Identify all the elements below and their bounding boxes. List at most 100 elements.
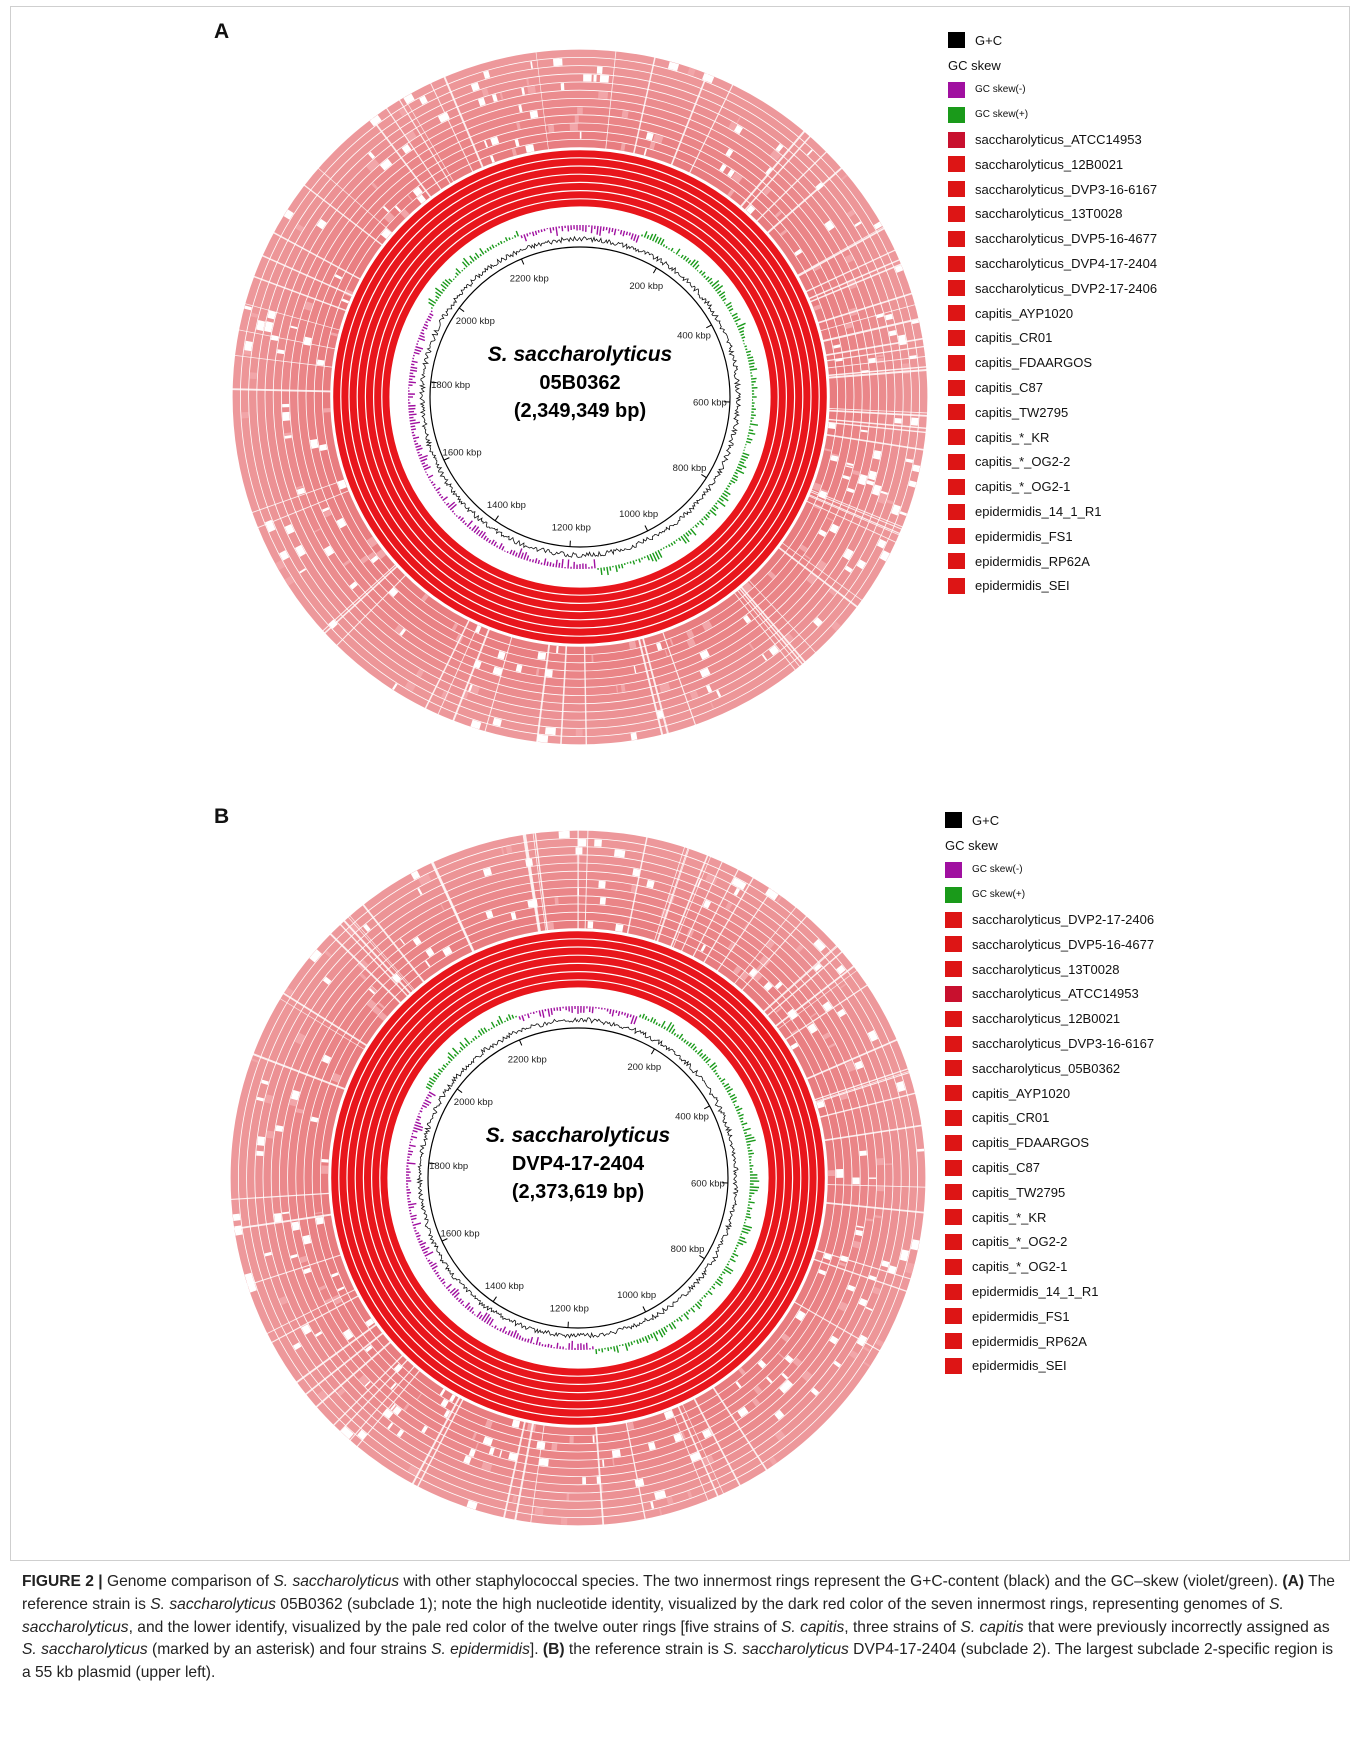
gap-line bbox=[247, 1254, 341, 1286]
tick-mark bbox=[650, 1048, 655, 1055]
legend-swatch bbox=[945, 1258, 962, 1275]
caption-panel-ref: (A) bbox=[1282, 1573, 1305, 1590]
legend-a: G+C GC skew GC skew(-) GC skew(+) saccharoly… bbox=[948, 28, 1157, 598]
legend-label: capitis_CR01 bbox=[975, 330, 1053, 346]
legend-label: epidermidis_RP62A bbox=[972, 1333, 1087, 1349]
caption-panel-ref: (B) bbox=[542, 1641, 565, 1659]
tick-label: 1800 kbp bbox=[429, 1161, 468, 1172]
gap-line bbox=[767, 167, 843, 234]
gap-line bbox=[828, 366, 927, 377]
legend-label: saccharolyticus_DVP2-17-2406 bbox=[972, 912, 1155, 928]
gap-line bbox=[282, 992, 368, 1047]
outer-ring bbox=[257, 74, 903, 720]
tick-label: 200 kbp bbox=[627, 1062, 661, 1073]
gap-line bbox=[324, 565, 398, 634]
gap-line bbox=[672, 856, 711, 948]
caption-species: S. saccharolyticus bbox=[723, 1641, 849, 1659]
outer-ring bbox=[249, 66, 911, 728]
gap-line bbox=[530, 1425, 545, 1523]
gc-skew-track bbox=[406, 1006, 760, 1355]
gap-line bbox=[777, 970, 858, 1030]
figure-frame bbox=[10, 6, 1350, 1561]
gap-line bbox=[657, 848, 690, 942]
legend-label: capitis_*_KR bbox=[975, 429, 1050, 445]
legend-item: capitis_C87 bbox=[945, 1155, 1154, 1180]
gap-line bbox=[349, 915, 415, 991]
gap-line bbox=[824, 1124, 922, 1142]
legend-label: saccharolyticus_12B0021 bbox=[975, 156, 1124, 172]
legend-label: saccharolyticus_13T0028 bbox=[972, 961, 1120, 977]
gap-line bbox=[794, 1301, 881, 1352]
legend-label: epidermidis_FS1 bbox=[975, 528, 1073, 544]
gap-line bbox=[827, 1184, 926, 1188]
gap-line bbox=[822, 317, 920, 342]
gap-line bbox=[362, 904, 425, 983]
gap-line bbox=[452, 628, 490, 722]
legend-swatch bbox=[945, 1209, 962, 1226]
legend-label: saccharolyticus_DVP3-16-6167 bbox=[972, 1036, 1155, 1052]
legend-item: capitis_TW2795 bbox=[945, 1180, 1154, 1205]
tick-mark bbox=[520, 258, 525, 265]
legend-swatch bbox=[945, 911, 962, 928]
tick-label: 1600 kbp bbox=[441, 1229, 480, 1240]
outer-ring bbox=[281, 98, 879, 696]
tick-mark bbox=[458, 307, 465, 312]
gap-line bbox=[809, 494, 901, 535]
legend-swatch bbox=[945, 861, 962, 878]
legend-item: saccharolyticus_ATCC14953 bbox=[945, 982, 1154, 1007]
gap-line bbox=[279, 998, 365, 1050]
gap-line bbox=[638, 639, 664, 736]
gap-line bbox=[670, 73, 709, 166]
legend-swatch bbox=[948, 404, 965, 421]
gap-line bbox=[677, 1406, 719, 1497]
caption-text: (marked by an asterisk) and four strains bbox=[147, 1641, 432, 1659]
legend-item: capitis_CR01 bbox=[945, 1106, 1154, 1131]
legend-label: capitis_*_OG2-2 bbox=[975, 454, 1071, 470]
tick-label: 2200 kbp bbox=[508, 1054, 547, 1065]
figure-caption: FIGURE 2 | Genome comparison of S. sacch… bbox=[22, 1571, 1338, 1685]
legend-item: saccharolyticus_DVP3-16-6167 bbox=[948, 177, 1157, 202]
legend-item: capitis_CR01 bbox=[948, 326, 1157, 351]
legend-label: capitis_AYP1020 bbox=[975, 305, 1074, 321]
legend-item: saccharolyticus_12B0021 bbox=[948, 152, 1157, 177]
gap-line bbox=[343, 919, 411, 995]
gap-line bbox=[234, 355, 333, 368]
gap-line bbox=[816, 1249, 911, 1280]
legend-label: capitis_FDAARGOS bbox=[975, 355, 1093, 371]
legend-item: saccharolyticus_DVP4-17-2404 bbox=[948, 251, 1157, 276]
gap-line bbox=[417, 1398, 464, 1487]
gap-line bbox=[741, 915, 808, 991]
legend-label: saccharolyticus_DVP5-16-4677 bbox=[975, 231, 1158, 247]
legend-swatch bbox=[948, 503, 965, 520]
gap-line bbox=[692, 869, 739, 957]
scale-circle bbox=[429, 246, 731, 548]
gap-line bbox=[411, 1396, 461, 1485]
legend-label: capitis_TW2795 bbox=[972, 1184, 1066, 1200]
gap-line bbox=[431, 861, 475, 952]
tick-label: 800 kbp bbox=[673, 463, 707, 474]
gap-line bbox=[797, 226, 884, 276]
legend-swatch bbox=[945, 1308, 962, 1325]
legend-swatch bbox=[948, 528, 965, 545]
legend-item: epidermidis_SEI bbox=[948, 574, 1157, 599]
legend-label: epidermidis_SEI bbox=[972, 1358, 1067, 1374]
gap-line bbox=[371, 117, 432, 198]
legend-label: saccharolyticus_DVP5-16-4677 bbox=[972, 936, 1155, 952]
gap-line bbox=[682, 1404, 724, 1494]
tick-label: 2200 kbp bbox=[510, 273, 549, 284]
circular-genome-map-a: 200 kbp 400 kbp 600 kbp 800 kbp 1000 kbp 1200… bbox=[232, 49, 928, 745]
inner-ring bbox=[382, 199, 778, 595]
legend-label: saccharolyticus_ATCC14953 bbox=[972, 986, 1139, 1002]
gap-line bbox=[828, 418, 927, 430]
gap-line bbox=[238, 329, 336, 350]
gap-line bbox=[712, 1387, 768, 1471]
inner-ring bbox=[366, 183, 794, 611]
gap-line bbox=[233, 1213, 332, 1230]
legend-swatch bbox=[948, 131, 965, 148]
inner-ring bbox=[339, 939, 817, 1417]
legend-item: saccharolyticus_13T0028 bbox=[945, 957, 1154, 982]
legend-label: capitis_*_KR bbox=[972, 1209, 1047, 1225]
gap-line bbox=[514, 1423, 534, 1521]
legend-item: capitis_*_OG2-2 bbox=[948, 450, 1157, 475]
gc-content-track bbox=[416, 1017, 739, 1339]
